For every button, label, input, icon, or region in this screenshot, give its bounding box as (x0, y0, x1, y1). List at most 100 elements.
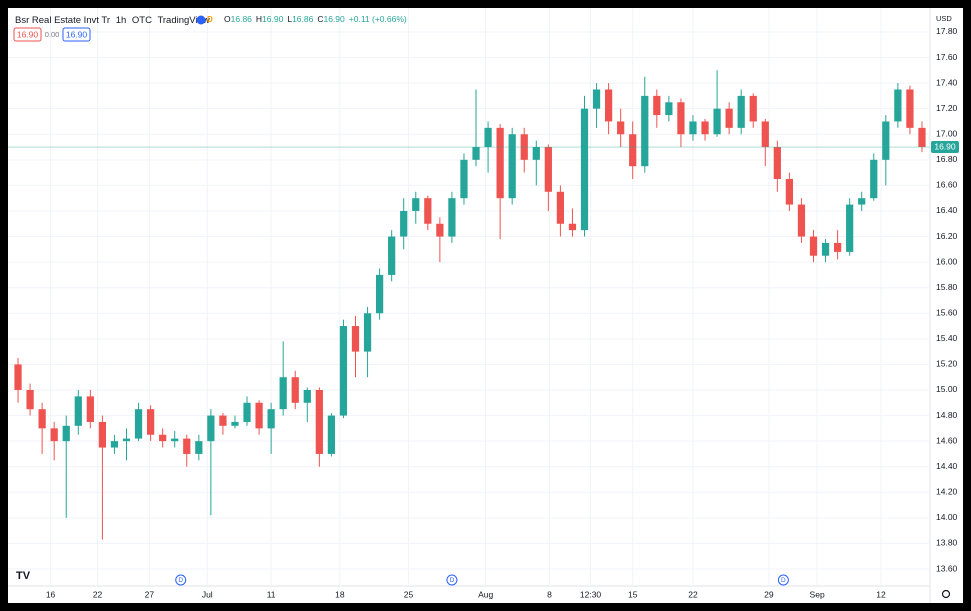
bid-box[interactable] (13, 27, 42, 42)
y-tick-label: 17.60 (936, 52, 958, 62)
x-tick-label: 12:30 (580, 589, 602, 599)
candle-body (303, 389, 311, 403)
candle-body (279, 377, 287, 410)
gear[interactable] (941, 589, 951, 599)
x-tick-label: 8 (547, 589, 552, 599)
candle-body (448, 198, 456, 237)
candle-body (388, 236, 396, 275)
source: TradingView (157, 15, 209, 26)
y-tick-label: 14.60 (936, 435, 958, 445)
candle-body (195, 441, 203, 454)
y-tick-label: 14.20 (936, 487, 958, 497)
candle-body (472, 147, 480, 160)
ohlc-value: 16.90 (323, 14, 345, 24)
ask: 16.90 (66, 29, 88, 39)
candle-body (291, 377, 299, 403)
candle-body (833, 242, 842, 252)
y-tick-label: 16.80 (936, 154, 958, 164)
candle-body (532, 147, 540, 160)
ohlc-key: O (224, 14, 231, 24)
candle-body (110, 441, 119, 448)
candle-body (665, 102, 673, 116)
candle-body (315, 389, 323, 454)
last-price-label: 16.90 (934, 141, 956, 151)
y-tick-label: 15.60 (936, 308, 958, 318)
x-tick-label: 12 (876, 589, 886, 599)
candle-body (159, 434, 167, 442)
candle-body (641, 95, 649, 167)
candle-body (894, 89, 902, 122)
candle-body (26, 389, 34, 410)
ohlc-value: 16.90 (262, 14, 284, 24)
candle-body (400, 210, 408, 237)
candle-body (785, 179, 794, 205)
candle-body (677, 102, 685, 135)
plot (8, 70, 930, 540)
y-tick-label: 14.40 (936, 461, 958, 471)
logo[interactable]: TV (16, 570, 31, 582)
candle-body (484, 127, 492, 148)
y-tick-label: 17.40 (936, 77, 958, 87)
candle-body (604, 89, 613, 122)
x-tick-label: 15 (628, 589, 638, 599)
candle-body (243, 402, 251, 422)
candle-body (255, 402, 263, 429)
candle-body (496, 127, 504, 199)
candle-body (412, 198, 420, 211)
change: +0.11 (+0.66%) (349, 14, 407, 24)
candle-body (556, 191, 565, 224)
candle-body (375, 274, 384, 314)
symbol[interactable]: Bsr Real Estate Invt Tr (15, 15, 110, 26)
y-tick-label: 15.40 (936, 333, 958, 343)
dividend-marker[interactable] (175, 574, 187, 586)
candle-body (592, 89, 601, 109)
ohlc-key: C (317, 14, 323, 24)
symbol-line: Bsr Real Estate Invt Tr 1h OTC TradingVi… (15, 15, 210, 26)
candle-body (339, 326, 348, 416)
candle-body (713, 108, 721, 135)
candle-body (363, 313, 372, 352)
candle-body (351, 326, 360, 352)
candle-body (737, 95, 745, 128)
y-tick-label: 16.60 (936, 180, 958, 190)
candle-body (568, 223, 577, 231)
candle-body (62, 425, 70, 442)
settings-icon[interactable] (941, 589, 951, 599)
candle-body (86, 396, 94, 422)
candle-body (327, 415, 336, 454)
y-tick-label: 13.80 (936, 538, 958, 548)
dividend-marker[interactable] (446, 574, 458, 586)
x-tick-label: 25 (404, 589, 414, 599)
y-tick-label: 15.20 (936, 359, 958, 369)
candle-body (267, 409, 275, 429)
candle-body (580, 108, 589, 231)
candle-body (689, 121, 697, 135)
y-tick-label: 13.60 (936, 563, 958, 573)
candle-body (134, 409, 143, 439)
candle-body (146, 409, 155, 435)
ask-box[interactable] (62, 27, 91, 42)
candle-body (544, 147, 552, 192)
y-tick-label: 14.80 (936, 410, 958, 420)
candle-body (773, 147, 781, 180)
candle-body (918, 127, 926, 148)
bid: 16.90 (17, 29, 39, 39)
dividend-label: D (781, 577, 786, 584)
candle-body (436, 223, 444, 237)
dividend-marker[interactable] (777, 574, 789, 586)
ohlc-key: L (287, 14, 292, 24)
status-icon (196, 15, 206, 25)
candle-body (797, 204, 806, 237)
candle-body (882, 121, 890, 160)
interval[interactable]: 1h (116, 15, 127, 26)
x-tick-label: 16 (46, 589, 56, 599)
candle-body (725, 108, 733, 128)
candle-body (749, 95, 757, 122)
candle-body (653, 95, 661, 116)
currency[interactable]: USD (936, 14, 952, 23)
ohlc-value: 16.86 (231, 14, 253, 24)
y-tick-label: 15.80 (936, 282, 958, 292)
x-tick-label: 11 (267, 589, 276, 599)
candle-body (858, 198, 866, 205)
